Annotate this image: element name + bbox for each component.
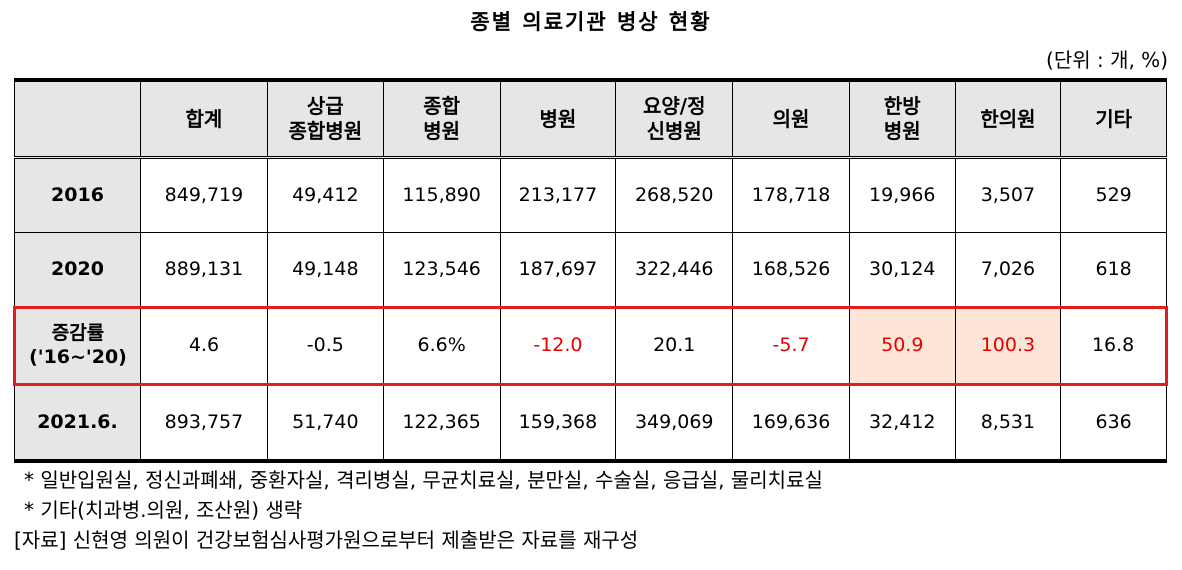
table-cell: 889,131 xyxy=(139,232,268,308)
table-row: 2020 889,131 49,148 123,546 187,697 322,… xyxy=(14,232,1167,308)
column-header: 요양/정 신병원 xyxy=(615,79,734,159)
bed-status-table: 합계 상급 종합병원 종합 병원 병원 요양/정 신병원 의원 한방 병원 한의원 기타… xyxy=(13,78,1168,463)
table-cell: 122,365 xyxy=(382,384,501,462)
row-header: 2020 xyxy=(14,232,141,308)
table-row: 2016 849,719 49,412 115,890 213,177 268,… xyxy=(14,157,1167,233)
table-cell: 16.8 xyxy=(1060,306,1168,386)
unit-label: (단위 : 개, %) xyxy=(1046,48,1168,72)
table-cell: 849,719 xyxy=(139,157,268,233)
table-cell: -0.5 xyxy=(266,306,384,386)
table-cell: 49,148 xyxy=(266,232,384,308)
footnotes: * 일반입원실, 정신과폐쇄, 중환자실, 격리병실, 무균치료실, 분만실, … xyxy=(14,465,823,555)
table-cell-highlighted: 100.3 xyxy=(954,306,1062,386)
table-cell-highlighted: 50.9 xyxy=(848,306,956,386)
column-header: 한의원 xyxy=(954,79,1062,159)
table-cell: 30,124 xyxy=(848,232,956,308)
column-header: 의원 xyxy=(732,79,850,159)
table-cell: 49,412 xyxy=(266,157,384,233)
table-cell: 268,520 xyxy=(615,157,734,233)
source-note: [자료] 신현영 의원이 건강보험심사평가원으로부터 제출받은 자료를 재구성 xyxy=(14,528,639,552)
column-header: 합계 xyxy=(139,79,268,159)
table-cell-negative: -5.7 xyxy=(732,306,850,386)
table-cell: 169,636 xyxy=(732,384,850,462)
table-cell: 19,966 xyxy=(848,157,956,233)
table-cell: 8,531 xyxy=(954,384,1062,462)
table-title: 종별 의료기관 병상 현황 xyxy=(470,10,712,34)
table-cell: 159,368 xyxy=(499,384,617,462)
footnote: * 일반입원실, 정신과폐쇄, 중환자실, 격리병실, 무균치료실, 분만실, … xyxy=(24,468,823,492)
table-cell: 3,507 xyxy=(954,157,1062,233)
row-header: 증감률 ('16~'20) xyxy=(13,306,141,386)
row-header: 2016 xyxy=(14,157,141,233)
table-cell: 51,740 xyxy=(266,384,384,462)
row-header: 2021.6. xyxy=(14,384,141,462)
table-cell: 123,546 xyxy=(382,232,501,308)
table-cell: 349,069 xyxy=(615,384,734,462)
table-cell: 178,718 xyxy=(732,157,850,233)
table-cell: 20.1 xyxy=(615,306,734,386)
table-cell: 529 xyxy=(1060,157,1167,233)
corner-cell xyxy=(14,79,141,159)
table-cell: 322,446 xyxy=(615,232,734,308)
growth-rate-row: 증감률 ('16~'20) 4.6 -0.5 6.6% -12.0 20.1 -5… xyxy=(13,306,1168,386)
column-header: 병원 xyxy=(499,79,617,159)
column-header: 기타 xyxy=(1060,79,1167,159)
table-cell: 213,177 xyxy=(499,157,617,233)
table-header-row: 합계 상급 종합병원 종합 병원 병원 요양/정 신병원 의원 한방 병원 한의원 기타 xyxy=(14,79,1167,159)
table-cell: 187,697 xyxy=(499,232,617,308)
table-cell: 4.6 xyxy=(139,306,268,386)
table-cell: 115,890 xyxy=(382,157,501,233)
table-cell: 636 xyxy=(1060,384,1167,462)
table-cell: 32,412 xyxy=(848,384,956,462)
table-row: 2021.6. 893,757 51,740 122,365 159,368 3… xyxy=(14,384,1167,462)
footnote: * 기타(치과병.의원, 조산원) 생략 xyxy=(24,498,303,522)
column-header: 상급 종합병원 xyxy=(266,79,384,159)
table-cell: 7,026 xyxy=(954,232,1062,308)
column-header: 종합 병원 xyxy=(382,79,501,159)
table-cell: 168,526 xyxy=(732,232,850,308)
table-cell: 6.6% xyxy=(382,306,501,386)
table-cell-negative: -12.0 xyxy=(499,306,617,386)
table-cell: 618 xyxy=(1060,232,1167,308)
column-header: 한방 병원 xyxy=(848,79,956,159)
table-cell: 893,757 xyxy=(139,384,268,462)
